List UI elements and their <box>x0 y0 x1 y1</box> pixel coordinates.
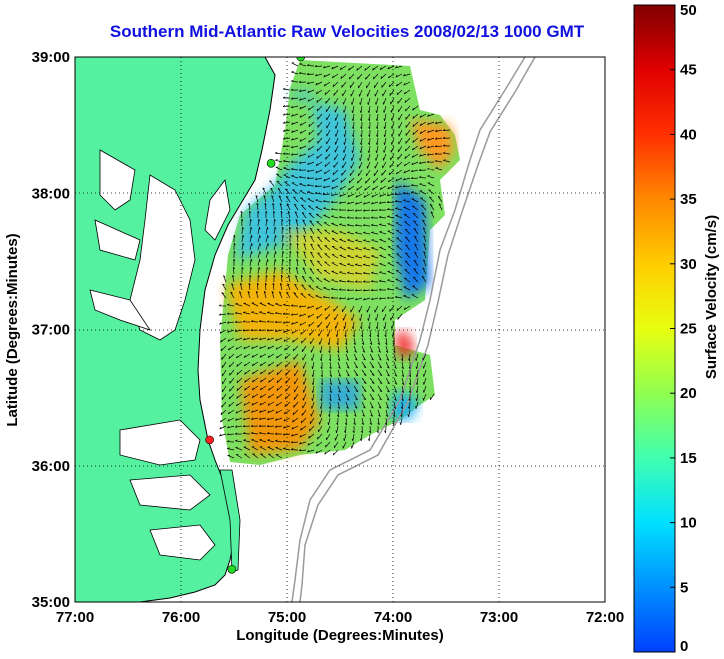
colorbar-ticks: 0 5 10 15 20 25 30 35 40 45 50 <box>670 2 697 655</box>
x-tick-label: 73:00 <box>480 609 518 626</box>
y-tick-label: 38:00 <box>32 185 70 202</box>
y-tick-label: 36:00 <box>32 458 70 475</box>
y-tick-labels: 35:00 36:00 37:00 38:00 39:00 <box>32 49 70 611</box>
colorbar-tick-label: 20 <box>680 385 697 402</box>
chart-title: Southern Mid-Atlantic Raw Velocities 200… <box>109 22 585 41</box>
colorbar-tick-label: 5 <box>680 579 688 596</box>
colorbar <box>633 4 676 653</box>
colorbar-label: Surface Velocity (cm/s) <box>703 215 720 379</box>
y-tick-label: 39:00 <box>32 49 70 66</box>
colorbar-tick-label: 45 <box>680 62 697 79</box>
colorbar-tick-label: 0 <box>680 638 688 655</box>
station-marker <box>205 435 214 445</box>
x-tick-label: 74:00 <box>374 609 412 626</box>
station-marker <box>296 57 306 62</box>
land <box>75 57 276 602</box>
colorbar-tick-label: 10 <box>680 515 697 532</box>
velocity-vectors <box>218 62 451 459</box>
stations <box>205 57 306 574</box>
station-marker <box>266 158 276 168</box>
map-area <box>75 57 605 602</box>
x-axis-label: Longitude (Degrees:Minutes) <box>236 627 444 644</box>
colorbar-tick-label: 50 <box>680 2 697 19</box>
colorbar-tick-label: 25 <box>680 321 697 338</box>
x-tick-label: 72:00 <box>586 609 624 626</box>
colorbar-tick-label: 30 <box>680 256 697 273</box>
x-tick-label: 75:00 <box>268 609 306 626</box>
velocity-arrows <box>218 62 451 459</box>
grid <box>75 57 605 602</box>
colorbar-tick-label: 15 <box>680 450 697 467</box>
x-tick-label: 76:00 <box>162 609 200 626</box>
plot-frame <box>74 56 606 603</box>
colorbar-tick-label: 35 <box>680 191 697 208</box>
station-marker <box>227 564 237 574</box>
y-tick-label: 35:00 <box>32 594 70 611</box>
y-axis-label: Latitude (Degrees:Minutes) <box>4 233 21 426</box>
colorbar-tick-label: 40 <box>680 126 697 143</box>
x-tick-label: 77:00 <box>56 609 94 626</box>
x-tick-labels: 77:00 76:00 75:00 74:00 73:00 72:00 <box>56 609 624 626</box>
bathymetry-contours <box>291 57 536 602</box>
y-tick-label: 37:00 <box>32 322 70 339</box>
